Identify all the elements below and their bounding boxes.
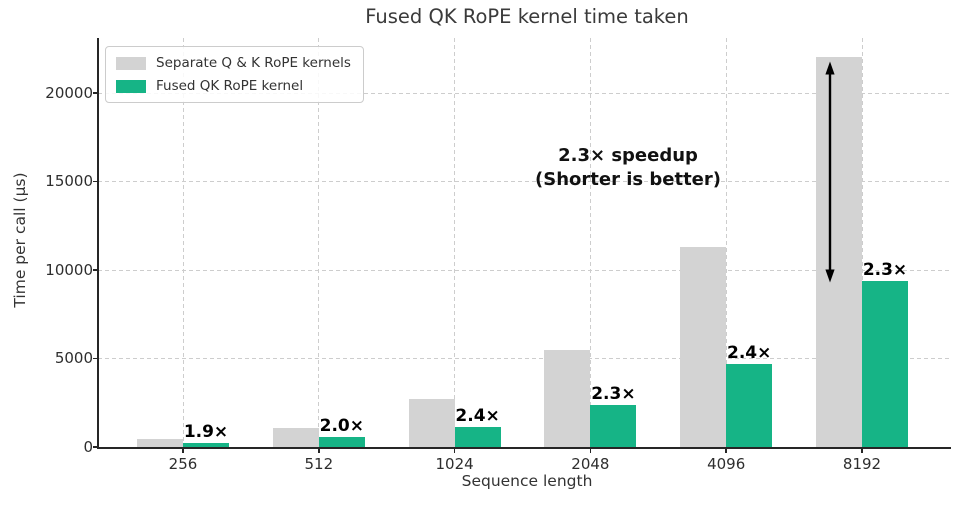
- y-tick-mark: [93, 446, 97, 448]
- legend-swatch-separate-kernels: [116, 56, 146, 70]
- speedup-label-256: 1.9×: [183, 422, 229, 443]
- y-tick-mark: [93, 269, 97, 271]
- h-gridline: [98, 92, 950, 94]
- legend-swatch-fused-kernel: [116, 79, 146, 93]
- x-tick-label: 2048: [571, 455, 610, 473]
- x-axis-spine: [97, 447, 951, 449]
- bar-fused-1024: [454, 426, 501, 447]
- bar-fused-2048: [590, 404, 637, 447]
- bar-fused-4096: [726, 363, 773, 447]
- h-gridline: [98, 269, 950, 271]
- y-tick-mark: [93, 92, 97, 94]
- legend: Separate Q & K RoPE kernels Fused QK RoP…: [105, 46, 364, 103]
- v-gridline: [861, 38, 863, 447]
- v-gridline: [589, 38, 591, 447]
- speedup-annotation: 2.3× speedup (Shorter is better): [535, 144, 721, 191]
- legend-label-separate-kernels: Separate Q & K RoPE kernels: [156, 55, 351, 71]
- x-tick-mark: [318, 449, 320, 453]
- x-tick-label: 1024: [435, 455, 474, 473]
- x-tick-mark: [182, 449, 184, 453]
- bar-fused-256: [183, 443, 229, 447]
- h-gridline: [98, 181, 950, 183]
- speedup-label-1024: 2.4×: [455, 405, 500, 426]
- y-axis-label: Time per call (µs): [11, 172, 29, 308]
- speedup-arrow: [825, 61, 835, 283]
- x-tick-mark: [453, 449, 456, 453]
- y-axis-spine: [97, 38, 99, 448]
- y-tick-mark: [93, 357, 97, 360]
- legend-item-fused-kernel: Fused QK RoPE kernel: [116, 78, 351, 94]
- speedup-label-4096: 2.4×: [727, 342, 772, 363]
- x-tick-mark: [725, 449, 727, 453]
- bar-separate-512: [272, 427, 319, 447]
- plot-area: 2.3× 2.4× 2.3× 2.4× 2.0× 1.9× 20000 15000 10000 5…: [45, 38, 951, 473]
- x-tick-label: 256: [168, 455, 198, 473]
- v-gridline: [725, 38, 727, 447]
- bar-separate-2048: [544, 349, 591, 447]
- chart-title: Fused QK RoPE kernel time taken: [365, 5, 689, 28]
- speedup-label-2048: 2.3×: [591, 383, 636, 404]
- x-tick-label: 4096: [707, 455, 746, 473]
- y-tick-label: 20000: [45, 83, 93, 102]
- bar-separate-1024: [408, 399, 455, 447]
- x-tick-label: 512: [304, 455, 334, 473]
- bar-separate-256: [137, 439, 183, 447]
- x-tick-mark: [589, 449, 592, 453]
- y-tick-label: 10000: [45, 260, 93, 279]
- x-axis-label: Sequence length: [461, 472, 593, 490]
- y-tick-label: 5000: [54, 349, 93, 368]
- y-tick-mark: [93, 180, 97, 183]
- bar-fused-8192: [862, 281, 908, 447]
- bar-separate-8192: [816, 57, 862, 447]
- x-tick-label: 8192: [842, 455, 882, 473]
- speedup-label-512: 2.0×: [319, 416, 364, 437]
- v-gridline: [318, 38, 320, 447]
- bar-fused-512: [318, 437, 365, 447]
- v-gridline: [182, 38, 184, 447]
- bar-separate-4096: [680, 246, 727, 447]
- y-tick-label: 15000: [45, 172, 93, 191]
- h-gridline: [98, 358, 950, 360]
- x-tick-mark: [861, 449, 863, 453]
- speedup-label-8192: 2.3×: [862, 260, 908, 281]
- speedup-annotation-line2: (Shorter is better): [535, 168, 721, 190]
- speedup-annotation-line1: 2.3× speedup: [558, 145, 698, 166]
- legend-label-fused-kernel: Fused QK RoPE kernel: [156, 78, 304, 94]
- v-gridline: [454, 38, 456, 447]
- y-tick-label: 0: [83, 438, 93, 456]
- legend-item-separate-kernels: Separate Q & K RoPE kernels: [116, 55, 351, 71]
